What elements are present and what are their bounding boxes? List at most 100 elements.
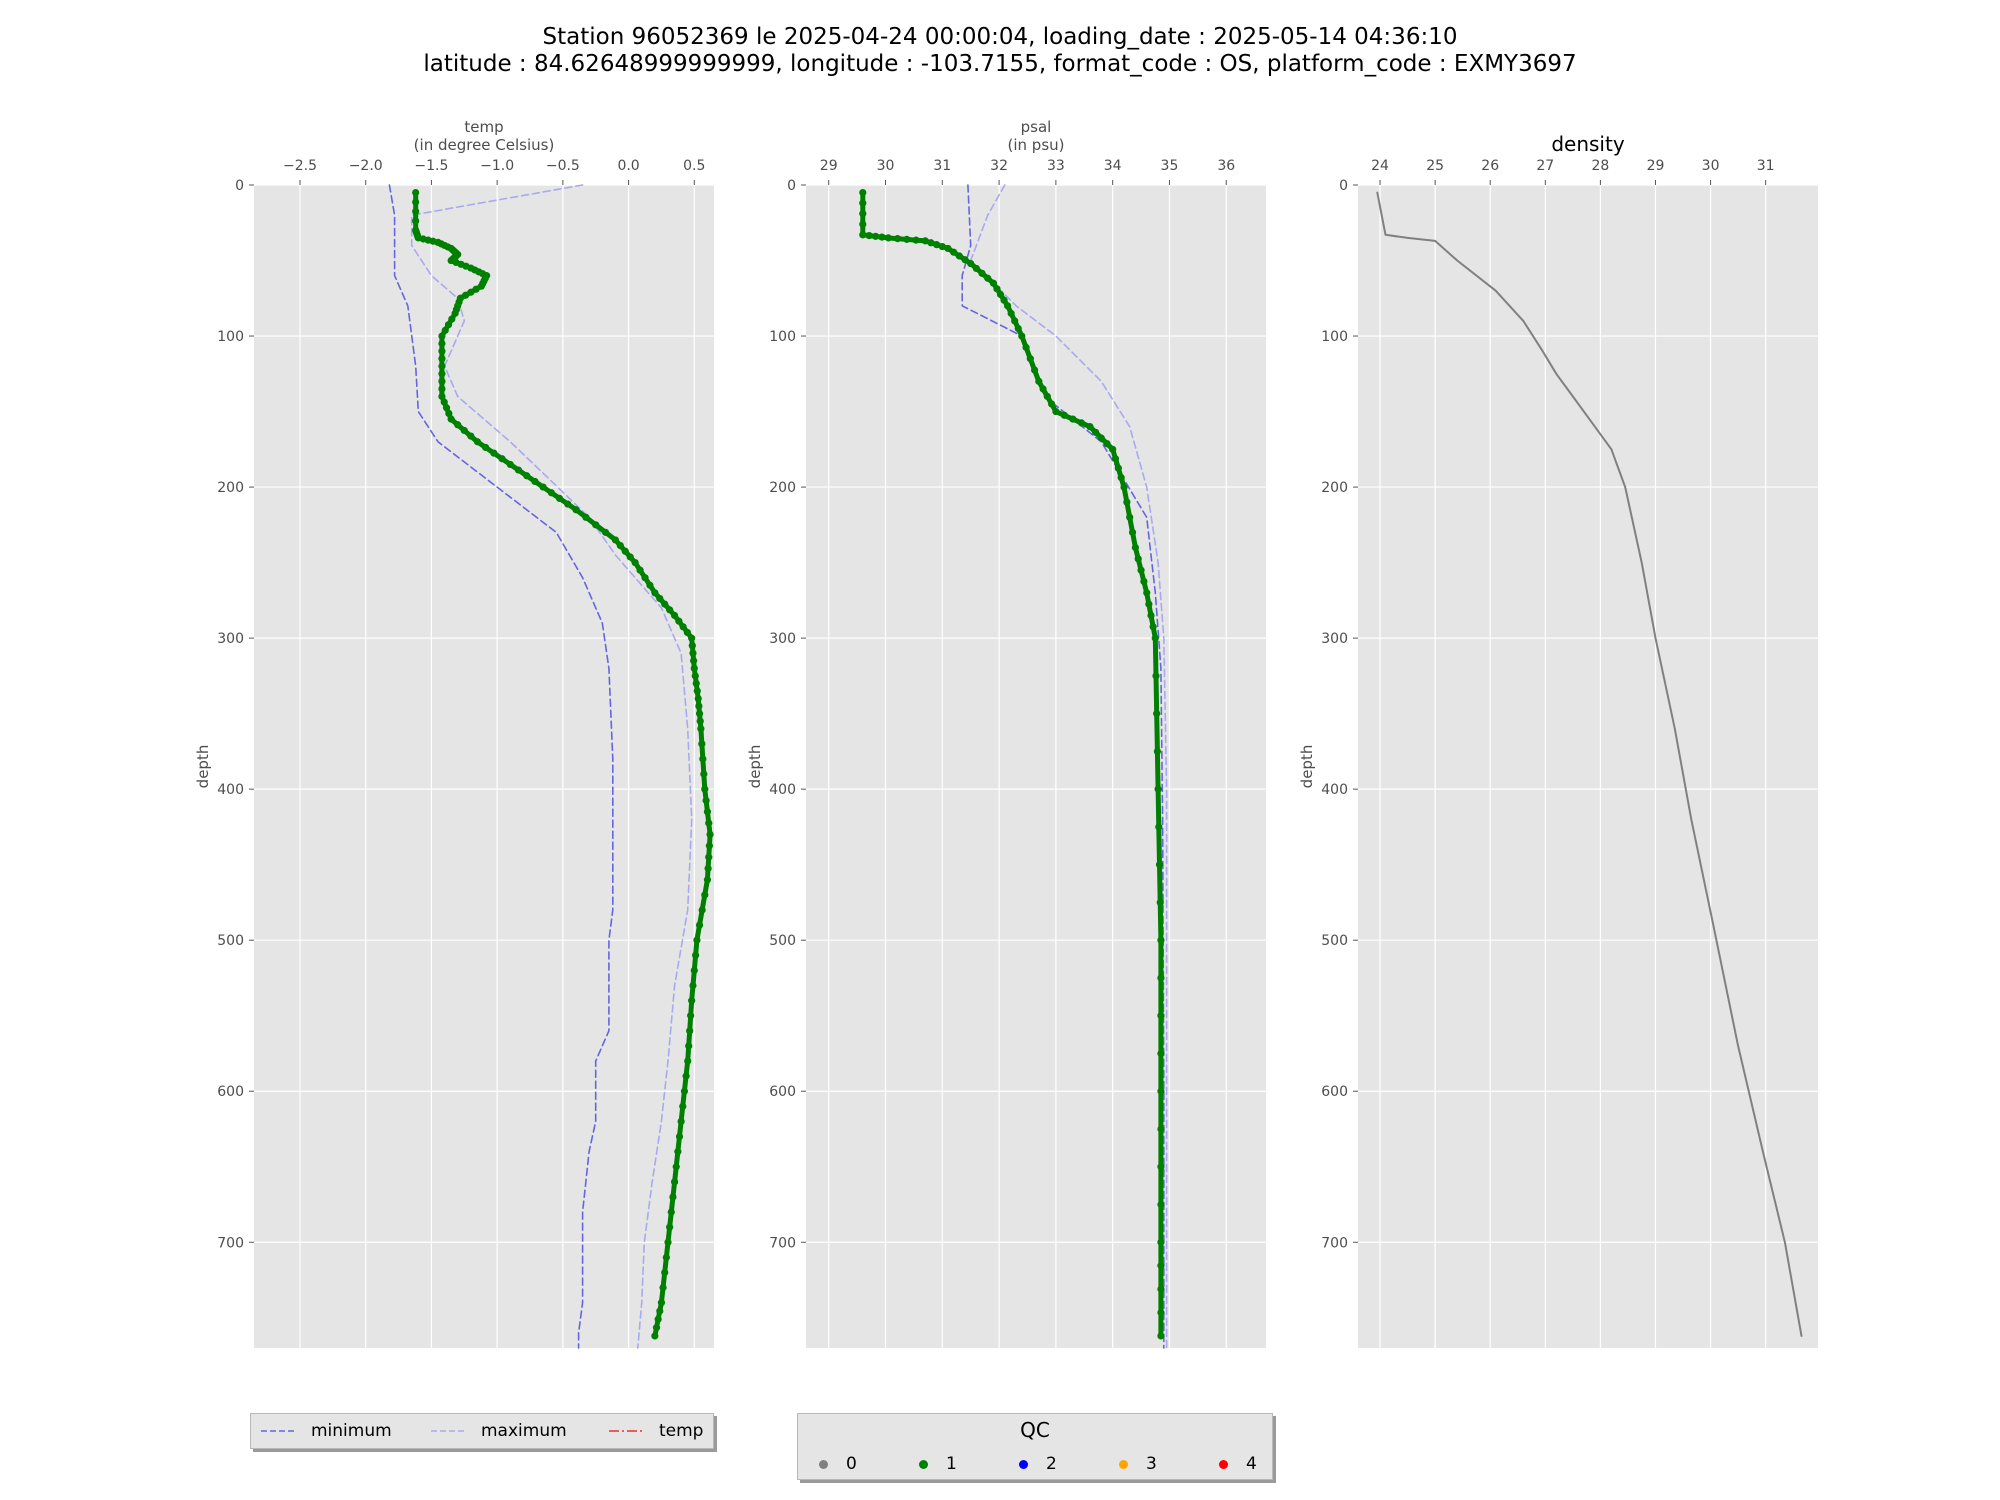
qc-point	[442, 404, 451, 412]
qc-point	[989, 279, 998, 287]
qc-point	[684, 1057, 692, 1065]
qc-point	[1117, 474, 1125, 482]
qc-point	[482, 443, 490, 452]
series-line-maximum	[969, 184, 1168, 1349]
qc-point	[555, 494, 564, 503]
qc-point	[996, 290, 1005, 299]
qc-point	[1157, 1125, 1165, 1133]
qc-point	[687, 1012, 695, 1020]
y-tick-label: 200	[217, 480, 244, 496]
qc-point	[950, 248, 958, 256]
qc-point	[661, 1268, 669, 1277]
qc-point	[666, 606, 674, 614]
x-tick-label: −2.0	[349, 158, 383, 174]
qc-point	[978, 269, 986, 277]
x-tick-label: 34	[1104, 158, 1122, 174]
qc-point	[706, 830, 714, 839]
y-tick-label: 500	[217, 933, 244, 949]
qc-point	[657, 1299, 666, 1307]
qc-point	[631, 558, 639, 567]
qc-point	[1152, 672, 1160, 680]
qc-point	[666, 1223, 674, 1231]
qc-point	[688, 634, 696, 642]
legend-qc: QC 0 1 2 3 4	[797, 1413, 1273, 1480]
qc-point	[693, 687, 701, 695]
legend-qc-dot-4	[1219, 1459, 1228, 1469]
x-axis-label: psal	[1021, 118, 1052, 136]
qc-point	[690, 966, 698, 975]
plot-area-temp	[254, 185, 714, 1348]
qc-point	[1154, 785, 1162, 793]
qc-point	[675, 1132, 684, 1141]
y-tick-label: 200	[1321, 480, 1348, 496]
qc-point	[903, 235, 911, 243]
y-tick-label: 0	[1339, 178, 1348, 194]
legend-item-minimum: minimum	[259, 1414, 392, 1448]
qc-point	[688, 642, 696, 650]
qc-point	[438, 385, 446, 393]
qc-point	[472, 285, 480, 293]
qc-point	[696, 717, 704, 725]
qc-point	[656, 594, 664, 603]
qc-point	[703, 876, 712, 884]
qc-point	[1155, 823, 1163, 831]
qc-point	[445, 409, 453, 418]
qc-point	[523, 472, 531, 480]
qc-point	[412, 207, 420, 216]
qc-point	[1157, 1049, 1165, 1058]
qc-point	[967, 259, 975, 268]
qc-point	[859, 231, 867, 239]
qc-point	[698, 906, 706, 914]
x-tick-label: 33	[1047, 158, 1065, 174]
qc-point	[1156, 898, 1164, 907]
qc-point	[1007, 309, 1015, 317]
qc-point	[582, 513, 590, 521]
legend-item-maximum: maximum	[429, 1414, 567, 1448]
qc-point	[651, 1332, 659, 1340]
qc-point	[689, 649, 697, 657]
qc-point	[961, 256, 969, 264]
y-axis-label: depth	[194, 745, 212, 789]
qc-point	[670, 611, 679, 620]
qc-point	[679, 1102, 687, 1110]
x-axis-label-units: (in psu)	[1008, 136, 1065, 154]
y-tick-label: 100	[217, 329, 244, 345]
qc-point	[1109, 445, 1117, 453]
qc-point	[1026, 355, 1034, 363]
y-tick-label: 300	[217, 631, 244, 647]
x-tick-label: 29	[820, 158, 838, 174]
qc-point	[1143, 589, 1151, 597]
qc-point	[859, 210, 867, 218]
y-tick-label: 600	[769, 1084, 796, 1100]
y-axis-label: depth	[1298, 745, 1316, 789]
legend-qc-label-4: 4	[1246, 1454, 1257, 1474]
x-tick-label: −1.5	[414, 158, 448, 174]
y-tick-label: 300	[1321, 631, 1348, 647]
qc-point	[440, 398, 448, 406]
legend-qc-label-3: 3	[1146, 1454, 1157, 1474]
x-tick-label: −2.5	[283, 158, 317, 174]
y-tick-label: 700	[217, 1235, 244, 1251]
qc-point	[1011, 317, 1019, 325]
qc-point	[704, 864, 712, 873]
qc-point	[1137, 566, 1145, 574]
legend-qc-label-2: 2	[1046, 1454, 1057, 1474]
qc-point	[693, 936, 701, 944]
qc-point	[695, 710, 704, 718]
qc-point	[601, 528, 610, 536]
x-tick-label: 29	[1647, 158, 1665, 174]
x-tick-label: 30	[1702, 158, 1720, 174]
y-tick-label: 400	[1321, 782, 1348, 798]
legend-item-temp: temp	[607, 1414, 703, 1448]
qc-point	[636, 566, 644, 574]
legend-qc-label-1: 1	[946, 1454, 957, 1474]
x-tick-label: 31	[1757, 158, 1775, 174]
qc-point	[859, 220, 867, 228]
y-tick-label: 0	[787, 178, 796, 194]
legend-qc-dot-0	[819, 1459, 828, 1469]
qc-point	[690, 664, 698, 672]
qc-point	[659, 1283, 667, 1292]
qc-point	[1030, 366, 1039, 374]
panel-title: density	[1551, 132, 1624, 156]
